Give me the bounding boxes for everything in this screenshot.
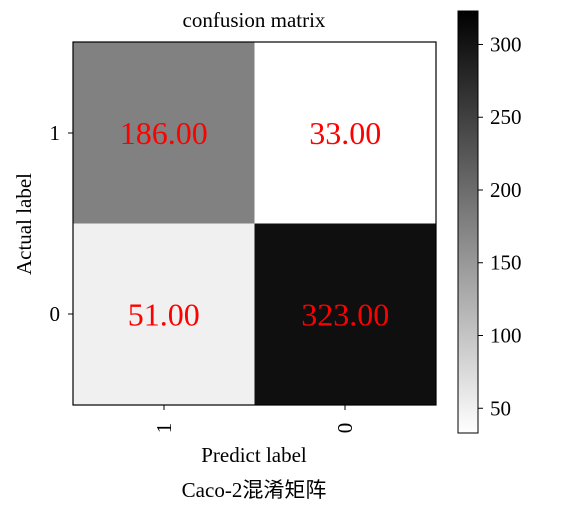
chart-caption: Caco-2混淆矩阵 [182,478,327,502]
cell-annotations: 186.00 33.00 51.00 323.00 [120,115,390,333]
colorbar-tick-label: 250 [490,105,522,129]
colorbar-ticks: 50 100 150 200 250 300 [478,32,522,420]
heatmap-cell [73,42,255,224]
colorbar-tick-label: 150 [490,251,522,275]
x-tick-label-1: 1 [152,423,176,434]
cell-value-label: 323.00 [301,296,389,332]
colorbar-tick-label: 200 [490,178,522,202]
colorbar [457,10,479,434]
chart-title: confusion matrix [183,8,326,32]
x-tick-label-0: 0 [333,423,357,434]
heatmap-cells [73,42,436,405]
heatmap-cell [73,223,255,405]
cell-value-label: 33.00 [309,115,381,151]
cell-value-label: 51.00 [128,296,200,332]
colorbar-tick-label: 50 [490,396,511,420]
cell-value-label: 186.00 [120,115,208,151]
plot-frame [72,41,437,406]
y-axis-label: Actual label [12,173,36,275]
y-tick-label-1: 1 [50,121,61,145]
x-axis-label: Predict label [201,443,307,467]
y-tick-label-0: 0 [50,302,61,326]
colorbar-tick-label: 100 [490,324,522,348]
heatmap-cell [254,42,436,224]
heatmap-cell [254,223,436,405]
colorbar-tick-label: 300 [490,32,522,56]
